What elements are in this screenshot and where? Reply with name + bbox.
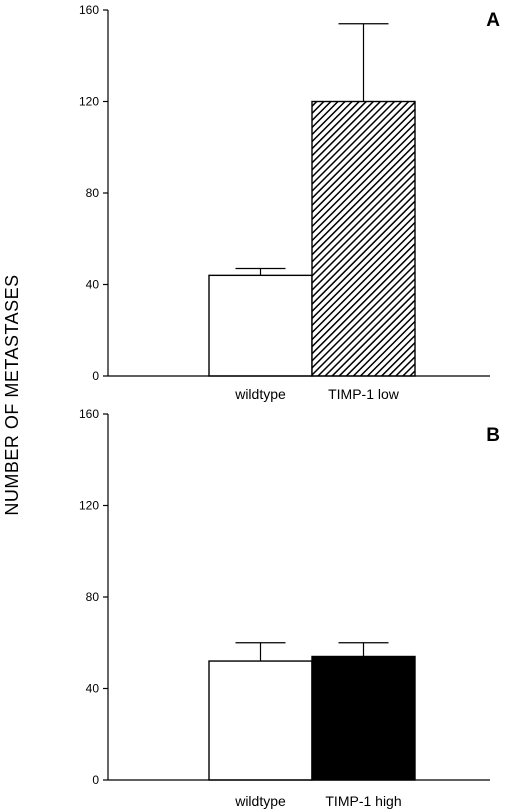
y-tick-label: 40 bbox=[86, 682, 100, 696]
y-tick-label: 160 bbox=[79, 3, 99, 17]
panel-a: 0 40 80 120 160 wildtype TIMP-1 low A bbox=[79, 3, 500, 402]
bar bbox=[208, 274, 313, 377]
category-label: TIMP-1 low bbox=[328, 386, 400, 402]
panel-b: 0 40 80 120 160 wildtype TIMP-1 high B bbox=[79, 407, 500, 809]
y-axis-label: NUMBER OF METASTASES bbox=[2, 274, 22, 515]
bar bbox=[311, 655, 416, 781]
category-label: wildtype bbox=[234, 793, 286, 809]
y-tick-label: 40 bbox=[86, 278, 100, 292]
panel-letter: A bbox=[486, 10, 500, 31]
y-tick-label: 80 bbox=[86, 590, 100, 604]
y-tick-label: 160 bbox=[79, 407, 99, 421]
y-tick-label: 120 bbox=[79, 95, 99, 109]
y-tick-label: 0 bbox=[92, 773, 99, 787]
y-tick-label: 120 bbox=[79, 499, 99, 513]
category-label: TIMP-1 high bbox=[325, 793, 401, 809]
panel-letter: B bbox=[486, 425, 500, 446]
category-label: wildtype bbox=[234, 386, 286, 402]
bar bbox=[311, 100, 416, 377]
y-tick-label: 0 bbox=[92, 369, 99, 383]
bar bbox=[208, 660, 313, 781]
y-tick-label: 80 bbox=[86, 186, 100, 200]
